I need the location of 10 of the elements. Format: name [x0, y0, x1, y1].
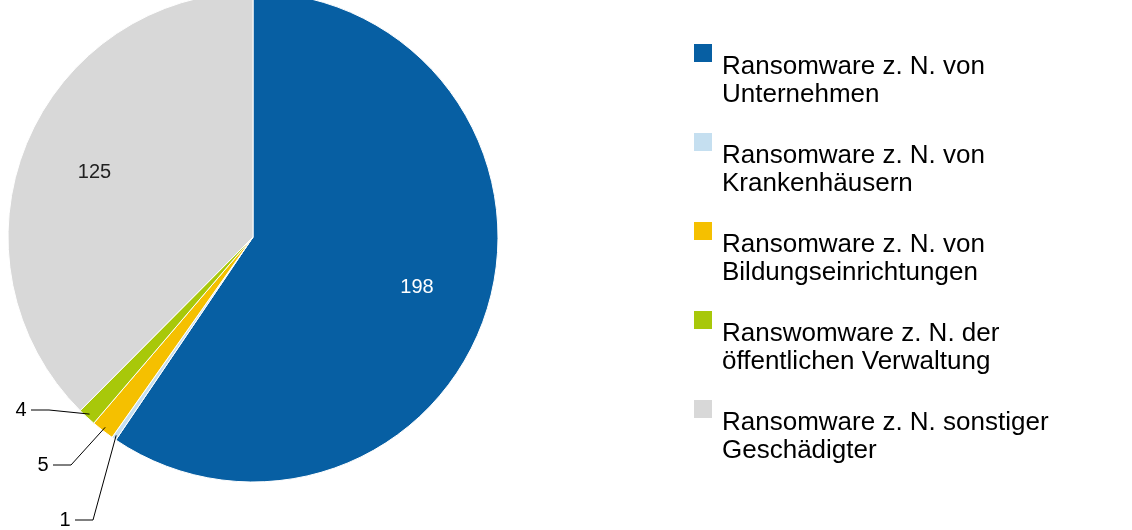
data-label: 1 — [59, 508, 71, 530]
data-label: 4 — [15, 398, 27, 420]
legend-label: Ransomware z. N. von Unternehmen — [722, 50, 985, 108]
legend-label: Ransomware z. N. sonstiger Geschädigter — [722, 406, 1049, 464]
data-label: 198 — [400, 275, 434, 298]
data-label: 5 — [37, 453, 49, 475]
legend-label: Ransomware z. N. von Krankenhäusern — [722, 139, 985, 197]
legend-label: Ranswomware z. N. der öffentlichen Verwaltung — [722, 317, 1000, 375]
data-label: 125 — [77, 159, 112, 182]
legend-label: Ransomware z. N. von Bildungseinrichtungen — [722, 228, 985, 286]
